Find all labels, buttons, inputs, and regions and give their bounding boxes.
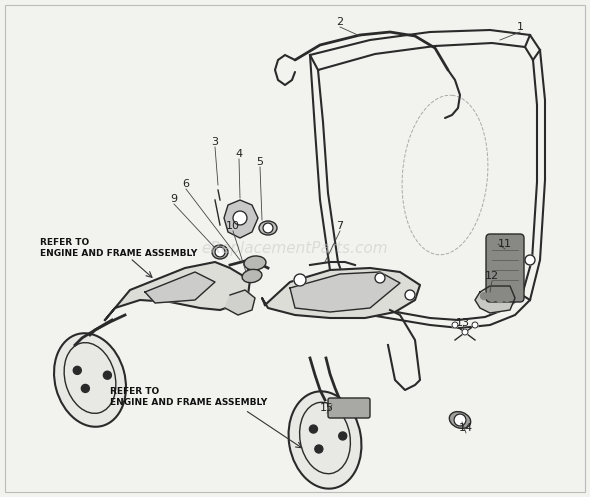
Circle shape	[315, 445, 323, 453]
FancyBboxPatch shape	[486, 234, 524, 302]
Polygon shape	[105, 262, 250, 320]
Circle shape	[103, 371, 112, 379]
Ellipse shape	[450, 412, 471, 428]
Polygon shape	[290, 272, 400, 312]
Circle shape	[215, 247, 225, 257]
Text: 13: 13	[456, 318, 470, 328]
Text: REFER TO
ENGINE AND FRAME ASSEMBLY: REFER TO ENGINE AND FRAME ASSEMBLY	[110, 387, 267, 408]
Circle shape	[452, 322, 458, 328]
Text: eReplacementParts.com: eReplacementParts.com	[202, 241, 388, 255]
Circle shape	[339, 432, 347, 440]
Circle shape	[73, 366, 81, 374]
Circle shape	[375, 273, 385, 283]
Text: 9: 9	[171, 194, 178, 204]
Circle shape	[497, 296, 503, 303]
Text: 15: 15	[320, 403, 334, 413]
Circle shape	[462, 329, 468, 335]
Polygon shape	[262, 268, 420, 318]
Circle shape	[480, 293, 487, 300]
Circle shape	[294, 274, 306, 286]
Circle shape	[454, 414, 466, 426]
Ellipse shape	[242, 269, 262, 283]
FancyBboxPatch shape	[328, 398, 370, 418]
Ellipse shape	[259, 221, 277, 235]
Circle shape	[472, 322, 478, 328]
Ellipse shape	[289, 391, 362, 489]
Circle shape	[525, 255, 535, 265]
Text: 5: 5	[257, 157, 264, 167]
Polygon shape	[475, 286, 515, 313]
Text: 2: 2	[336, 17, 343, 27]
Ellipse shape	[244, 256, 266, 270]
Text: 10: 10	[226, 221, 240, 231]
Circle shape	[309, 425, 317, 433]
Text: 3: 3	[211, 137, 218, 147]
Ellipse shape	[212, 245, 228, 259]
Circle shape	[81, 385, 89, 393]
Circle shape	[405, 290, 415, 300]
Polygon shape	[145, 272, 215, 303]
Circle shape	[489, 295, 496, 302]
Circle shape	[263, 223, 273, 233]
Circle shape	[233, 211, 247, 225]
Text: 6: 6	[182, 179, 189, 189]
Ellipse shape	[54, 333, 126, 427]
Polygon shape	[224, 200, 258, 238]
Polygon shape	[225, 290, 255, 315]
Text: 7: 7	[336, 221, 343, 231]
Text: 11: 11	[498, 239, 512, 249]
Text: REFER TO
ENGINE AND FRAME ASSEMBLY: REFER TO ENGINE AND FRAME ASSEMBLY	[40, 238, 197, 258]
Text: 4: 4	[235, 149, 242, 159]
Text: 12: 12	[485, 271, 499, 281]
Circle shape	[503, 295, 510, 302]
Text: 14: 14	[459, 423, 473, 433]
Text: 1: 1	[516, 22, 523, 32]
